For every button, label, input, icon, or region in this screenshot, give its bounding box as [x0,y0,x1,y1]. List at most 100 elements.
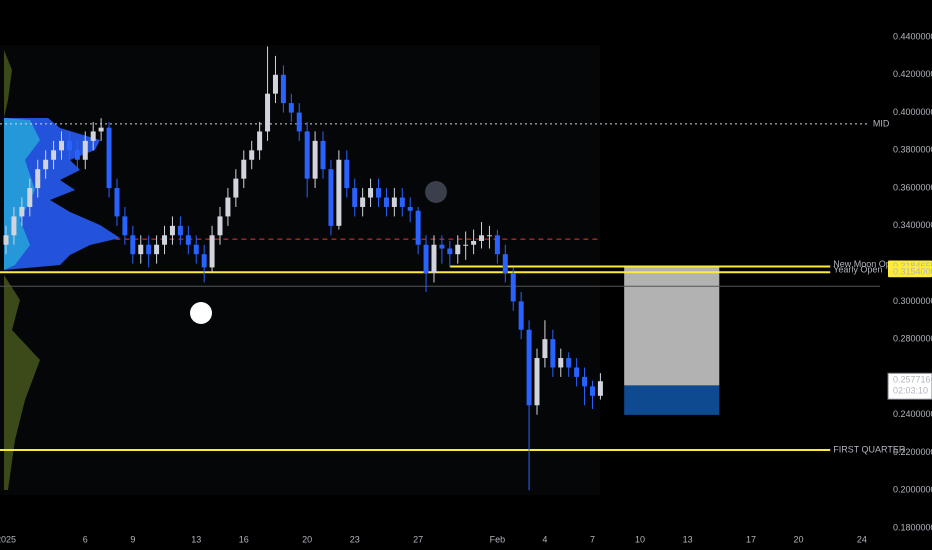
y-tick-label: 0.4400000 [893,31,932,41]
x-tick-label: 16 [239,534,249,544]
level-name: New Moon Open [833,259,901,269]
level-name: MID [873,118,890,128]
y-tick-label: 0.2200000 [893,447,932,457]
y-tick-label: 0.2800000 [893,334,932,344]
x-tick-label: 23 [350,534,360,544]
y-tick-label: 0.3800000 [893,145,932,155]
candle-body [3,235,9,245]
candle-body [486,235,492,237]
candle-body [455,244,461,255]
x-tick-label: 20 [302,534,312,544]
last-price: 0.2577166 [893,375,932,385]
candle-body [510,273,516,302]
y-tick-label: 0.2400000 [893,409,932,419]
price-label: 0.3184655 [893,261,932,271]
candle-body [471,240,477,245]
level-name: Yearly Open [833,265,882,275]
candle-body [241,159,247,179]
volume-profile-outside [4,50,40,490]
x-tick-label: 4 [542,534,547,544]
candle-body [265,93,271,132]
x-tick-label: 7 [590,534,595,544]
candle-body [288,103,294,113]
candle-body [304,131,310,179]
candle-body [502,254,508,274]
candle-body [352,188,358,207]
candle-body [209,235,215,268]
candle-body [447,248,453,255]
candle-body [19,206,25,217]
candle-body [431,244,437,274]
candle-body [169,225,175,236]
candle-body [280,74,286,104]
candle-body [257,131,263,151]
x-tick-label: 13 [191,534,201,544]
marker-circle [425,181,447,203]
candle-body [43,159,49,170]
candle-body [542,339,548,359]
last-price-bg [887,372,932,400]
candle-body [574,367,580,377]
candle-body [74,150,80,160]
candle-body [35,169,41,189]
candle-body [336,159,342,226]
x-tick-label: 17 [746,534,756,544]
candle-body [122,216,128,236]
candle-body [439,244,445,249]
candle-body [233,178,239,198]
candle-body [66,140,72,151]
marker-circle [190,302,212,324]
candle-body [328,169,334,226]
candle-body [114,188,120,217]
x-tick-label: Feb [490,534,506,544]
price-label: 0.3154000 [893,267,932,277]
candle-body [296,112,302,132]
candle-body [320,140,326,170]
candle-body [423,244,429,274]
position-box-lower [624,385,720,415]
level-name: FIRST QUARTER [833,444,906,454]
candle-body [518,301,524,330]
candle-body [582,376,588,387]
candle-body [463,244,469,246]
candle-body [193,244,199,255]
candle-body [312,140,318,179]
y-tick-label: 0.1800000 [893,522,932,532]
position-box-upper [624,265,720,386]
x-tick-label: 9 [130,534,135,544]
y-tick-label: 0.3400000 [893,220,932,230]
candle-body [225,197,231,217]
candle-body [27,188,33,207]
candle-body [407,206,413,211]
candle-body [550,339,556,368]
x-tick-label: 2025 [0,534,16,544]
candle-body [90,131,96,141]
candle-body [534,358,540,406]
candle-body [11,216,17,236]
candle-body [51,150,57,160]
candle-body [249,150,255,160]
y-tick-label: 0.4200000 [893,69,932,79]
candle-body [217,216,223,236]
candle-body [106,127,112,189]
y-tick-label: 0.3600000 [893,182,932,192]
candle-body [185,235,191,245]
x-tick-label: 6 [83,534,88,544]
candle-body [494,235,500,255]
candle-body [130,235,136,255]
candle-body [360,197,366,207]
candle-body [415,210,421,245]
candle-body [399,197,405,207]
candle-body [368,188,374,198]
x-tick-label: 10 [635,534,645,544]
y-tick-label: 0.4000000 [893,107,932,117]
y-tick-label: 0.3000000 [893,296,932,306]
candle-body [558,358,564,368]
candle-body [82,140,88,160]
candle-body [98,127,104,132]
candle-body [162,235,168,245]
candle-body [597,381,603,396]
x-tick-label: 24 [857,534,867,544]
candle-body [566,358,572,368]
